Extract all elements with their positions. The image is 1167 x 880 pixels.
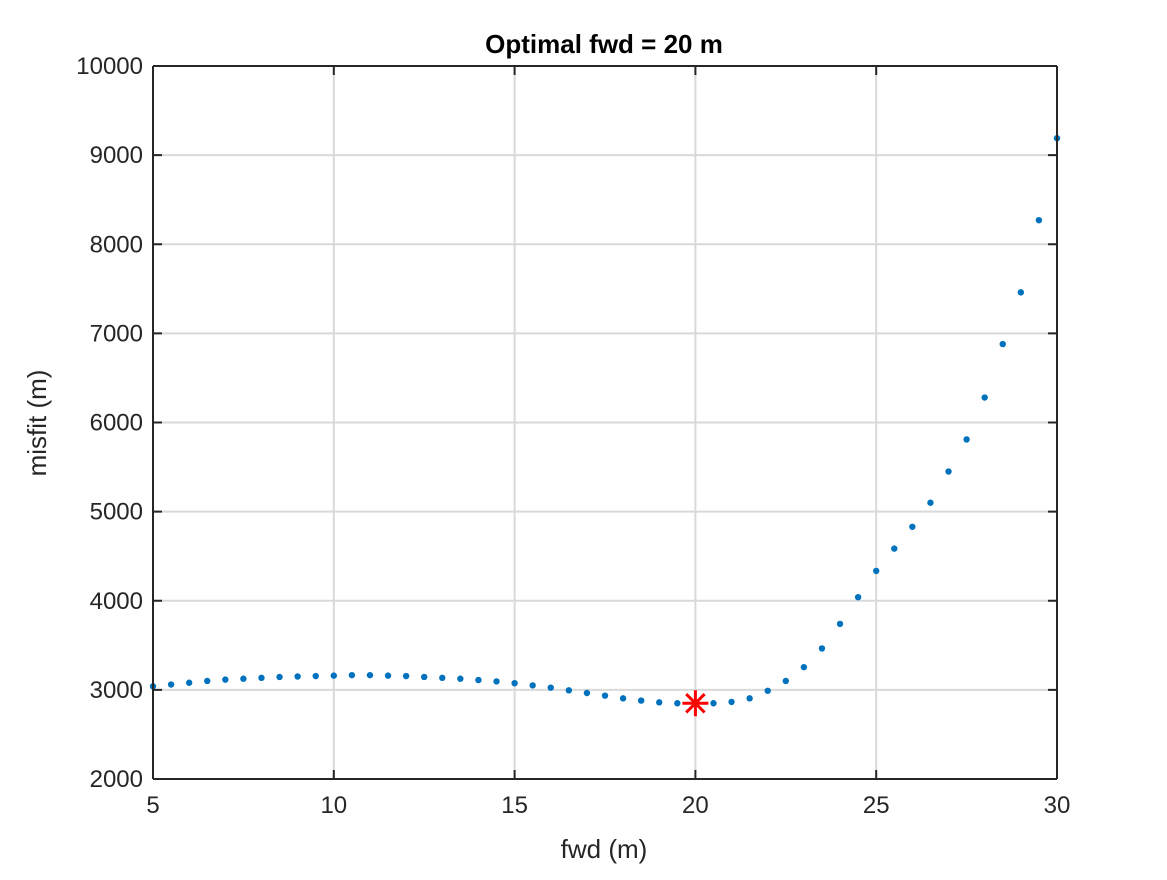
data-point: [366, 671, 374, 679]
data-point: [204, 677, 211, 685]
data-point: [782, 677, 789, 685]
y-tick-label: 2000: [90, 766, 143, 793]
data-point: [945, 468, 952, 475]
data-point: [854, 593, 862, 601]
tick-labels: 5 10 15 20 25 30 2000 3000 4000 5000 6000 7000 8000 9…: [76, 53, 1070, 819]
data-point: [963, 436, 970, 443]
data-series: [149, 134, 1061, 707]
y-tick-label: 3000: [90, 677, 143, 704]
data-point: [674, 700, 681, 707]
annotations: [682, 690, 709, 717]
data-point: [891, 545, 898, 552]
data-point: [439, 674, 446, 682]
data-point: [656, 699, 663, 706]
data-point: [619, 695, 627, 702]
data-point: [475, 676, 482, 684]
data-point: [981, 394, 988, 401]
data-point: [601, 692, 609, 699]
data-point: [258, 674, 265, 682]
data-point: [583, 689, 591, 697]
x-tick-label: 20: [682, 792, 709, 819]
data-point: [493, 678, 500, 685]
data-point: [547, 684, 554, 691]
x-tick-label: 5: [146, 792, 159, 819]
data-point: [457, 675, 464, 682]
x-axis-label: fwd (m): [561, 834, 648, 864]
data-point: [240, 675, 247, 682]
data-point: [421, 673, 428, 681]
data-point: [637, 697, 645, 704]
data-point: [185, 679, 193, 686]
optimal-star-marker: [682, 690, 709, 717]
data-point: [873, 567, 880, 575]
y-tick-label: 7000: [90, 320, 143, 347]
data-point: [800, 663, 808, 671]
data-point: [999, 340, 1006, 348]
chart-title: Optimal fwd = 20 m: [485, 29, 723, 59]
data-point: [1035, 216, 1043, 224]
x-tick-label: 15: [501, 792, 528, 819]
data-point: [1017, 289, 1025, 296]
data-point: [565, 687, 573, 694]
x-tick-label: 10: [320, 792, 347, 819]
y-tick-label: 6000: [90, 410, 143, 437]
y-tick-label: 10000: [76, 53, 143, 80]
data-point: [330, 672, 337, 679]
data-point: [312, 672, 319, 680]
y-tick-label: 8000: [90, 231, 143, 258]
data-point: [294, 673, 301, 680]
data-point: [818, 645, 826, 652]
data-point: [384, 672, 392, 679]
data-point: [710, 700, 717, 707]
axes: [152, 65, 1058, 780]
data-point: [728, 698, 735, 706]
y-tick-label: 9000: [90, 142, 143, 169]
star-stroke: [685, 692, 706, 714]
y-tick-label: 5000: [90, 499, 143, 526]
x-tick-label: 30: [1044, 792, 1071, 819]
y-tick-label: 4000: [90, 588, 143, 615]
data-point: [402, 672, 410, 680]
data-point: [836, 620, 844, 628]
data-point: [511, 679, 518, 687]
data-point: [167, 681, 175, 688]
data-point: [927, 499, 934, 506]
data-point: [348, 671, 356, 679]
data-point: [909, 523, 916, 530]
data-point: [746, 695, 753, 702]
data-point: [764, 687, 771, 694]
y-axis-label: misfit (m): [22, 370, 52, 477]
data-point: [276, 673, 283, 681]
data-point: [529, 682, 536, 689]
data-point: [222, 676, 229, 683]
x-tick-label: 25: [863, 792, 890, 819]
